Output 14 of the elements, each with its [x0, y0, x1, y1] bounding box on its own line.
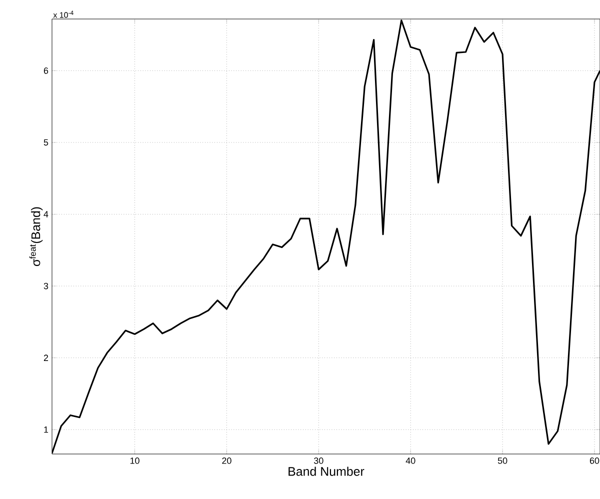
- x-axis-title: Band Number: [288, 466, 364, 476]
- y-tick-label: 4: [44, 211, 48, 218]
- x-tick-label: 40: [406, 458, 416, 464]
- y-tick-label: 3: [44, 282, 48, 290]
- x-tick-label: 30: [314, 458, 324, 464]
- y-axis-title: σ$^{feat}$(Band): [29, 207, 43, 266]
- y-tick-label: 2: [44, 354, 48, 361]
- y-tick-label: 1: [44, 426, 48, 433]
- x-tick-label: 20: [222, 458, 232, 464]
- x-tick-label: 50: [498, 458, 508, 464]
- y-tick-label: 6: [44, 67, 48, 74]
- y-tick-label: 5: [44, 139, 48, 146]
- x-tick-label: 10: [130, 458, 140, 464]
- x-tick-label: 60: [590, 458, 600, 464]
